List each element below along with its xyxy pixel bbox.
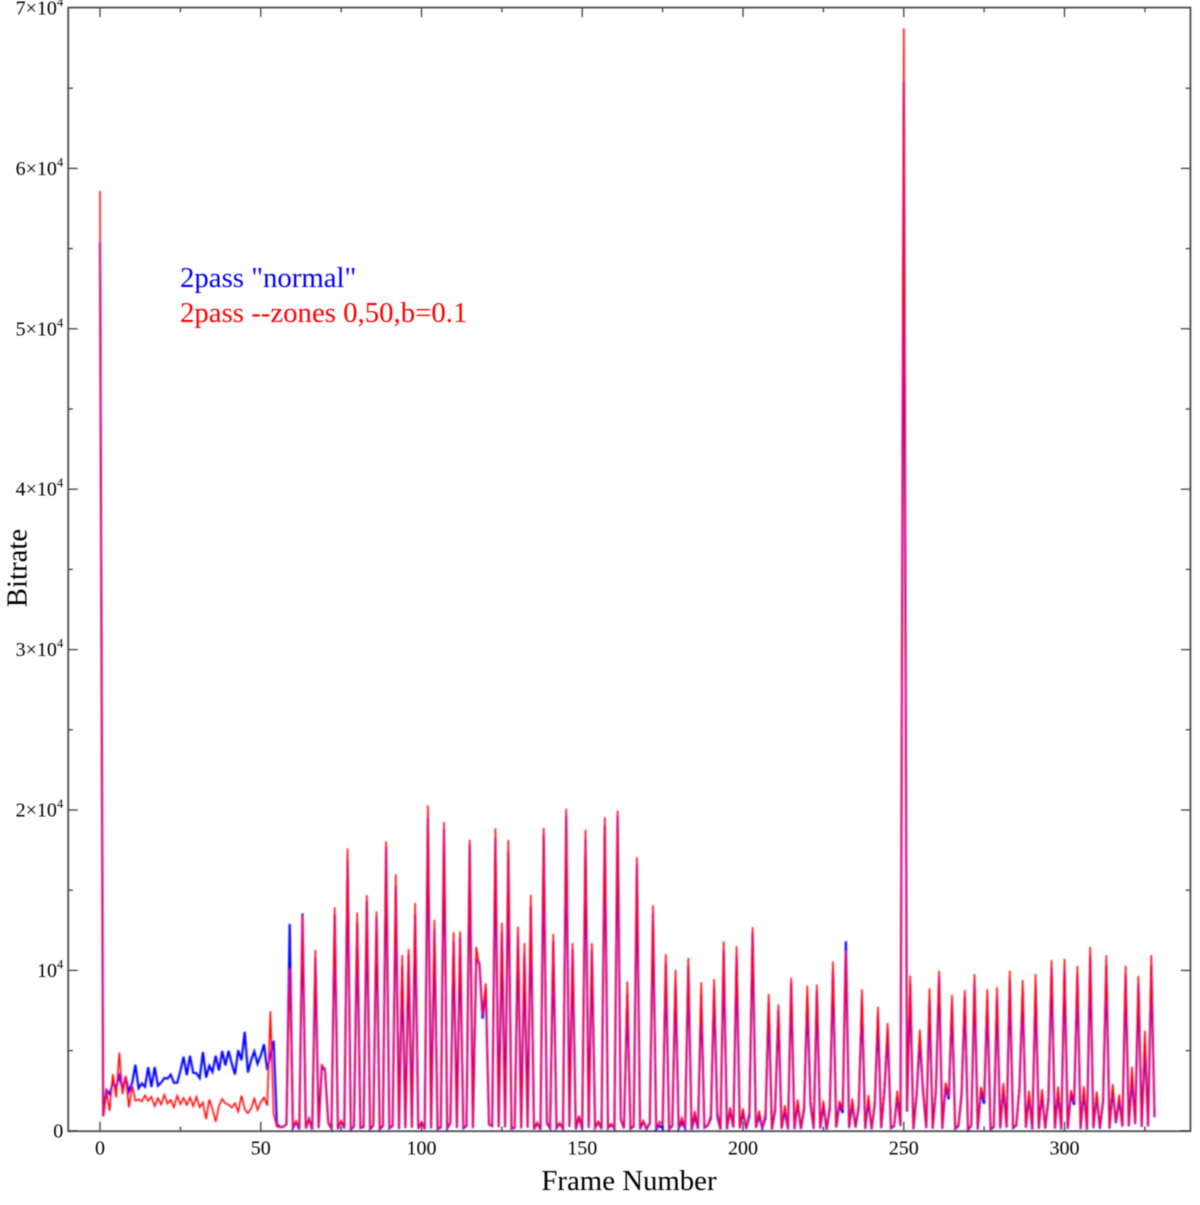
svg-text:2pass "normal": 2pass "normal" [180,262,356,294]
svg-text:Frame Number: Frame Number [541,1165,717,1197]
svg-text:0: 0 [95,1138,105,1160]
svg-text:6×104: 6×104 [16,155,64,180]
svg-text:150: 150 [567,1138,597,1160]
svg-text:300: 300 [1050,1138,1080,1160]
svg-text:50: 50 [251,1138,271,1160]
svg-text:5×104: 5×104 [16,316,64,341]
svg-text:200: 200 [728,1138,758,1160]
svg-text:3×104: 3×104 [16,637,64,662]
svg-text:0: 0 [53,1120,63,1142]
svg-text:250: 250 [889,1138,919,1160]
svg-text:4×104: 4×104 [16,476,64,501]
svg-text:100: 100 [407,1138,437,1160]
svg-text:2×104: 2×104 [16,797,64,822]
svg-text:7×104: 7×104 [16,0,64,20]
svg-text:Bitrate: Bitrate [2,529,34,607]
svg-text:2pass --zones 0,50,b=0.1: 2pass --zones 0,50,b=0.1 [180,297,467,329]
